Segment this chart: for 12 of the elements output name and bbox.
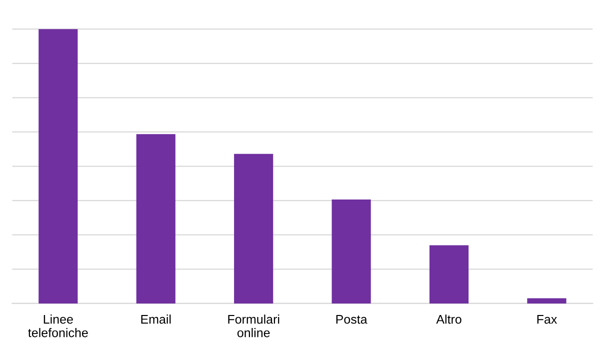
bar (527, 298, 566, 304)
bar (234, 154, 274, 304)
x-tick-label: Linee telefoniche (28, 314, 88, 338)
bar (332, 199, 371, 304)
bar (38, 29, 78, 304)
x-tick-label: Fax (537, 315, 558, 324)
bar (136, 134, 176, 304)
x-tick-label: Altro (436, 314, 462, 324)
x-tick-label: Formulari online (228, 314, 280, 338)
x-tick-label: Posta (336, 315, 368, 324)
bar (429, 245, 469, 304)
x-tick-label: Email (141, 314, 171, 324)
